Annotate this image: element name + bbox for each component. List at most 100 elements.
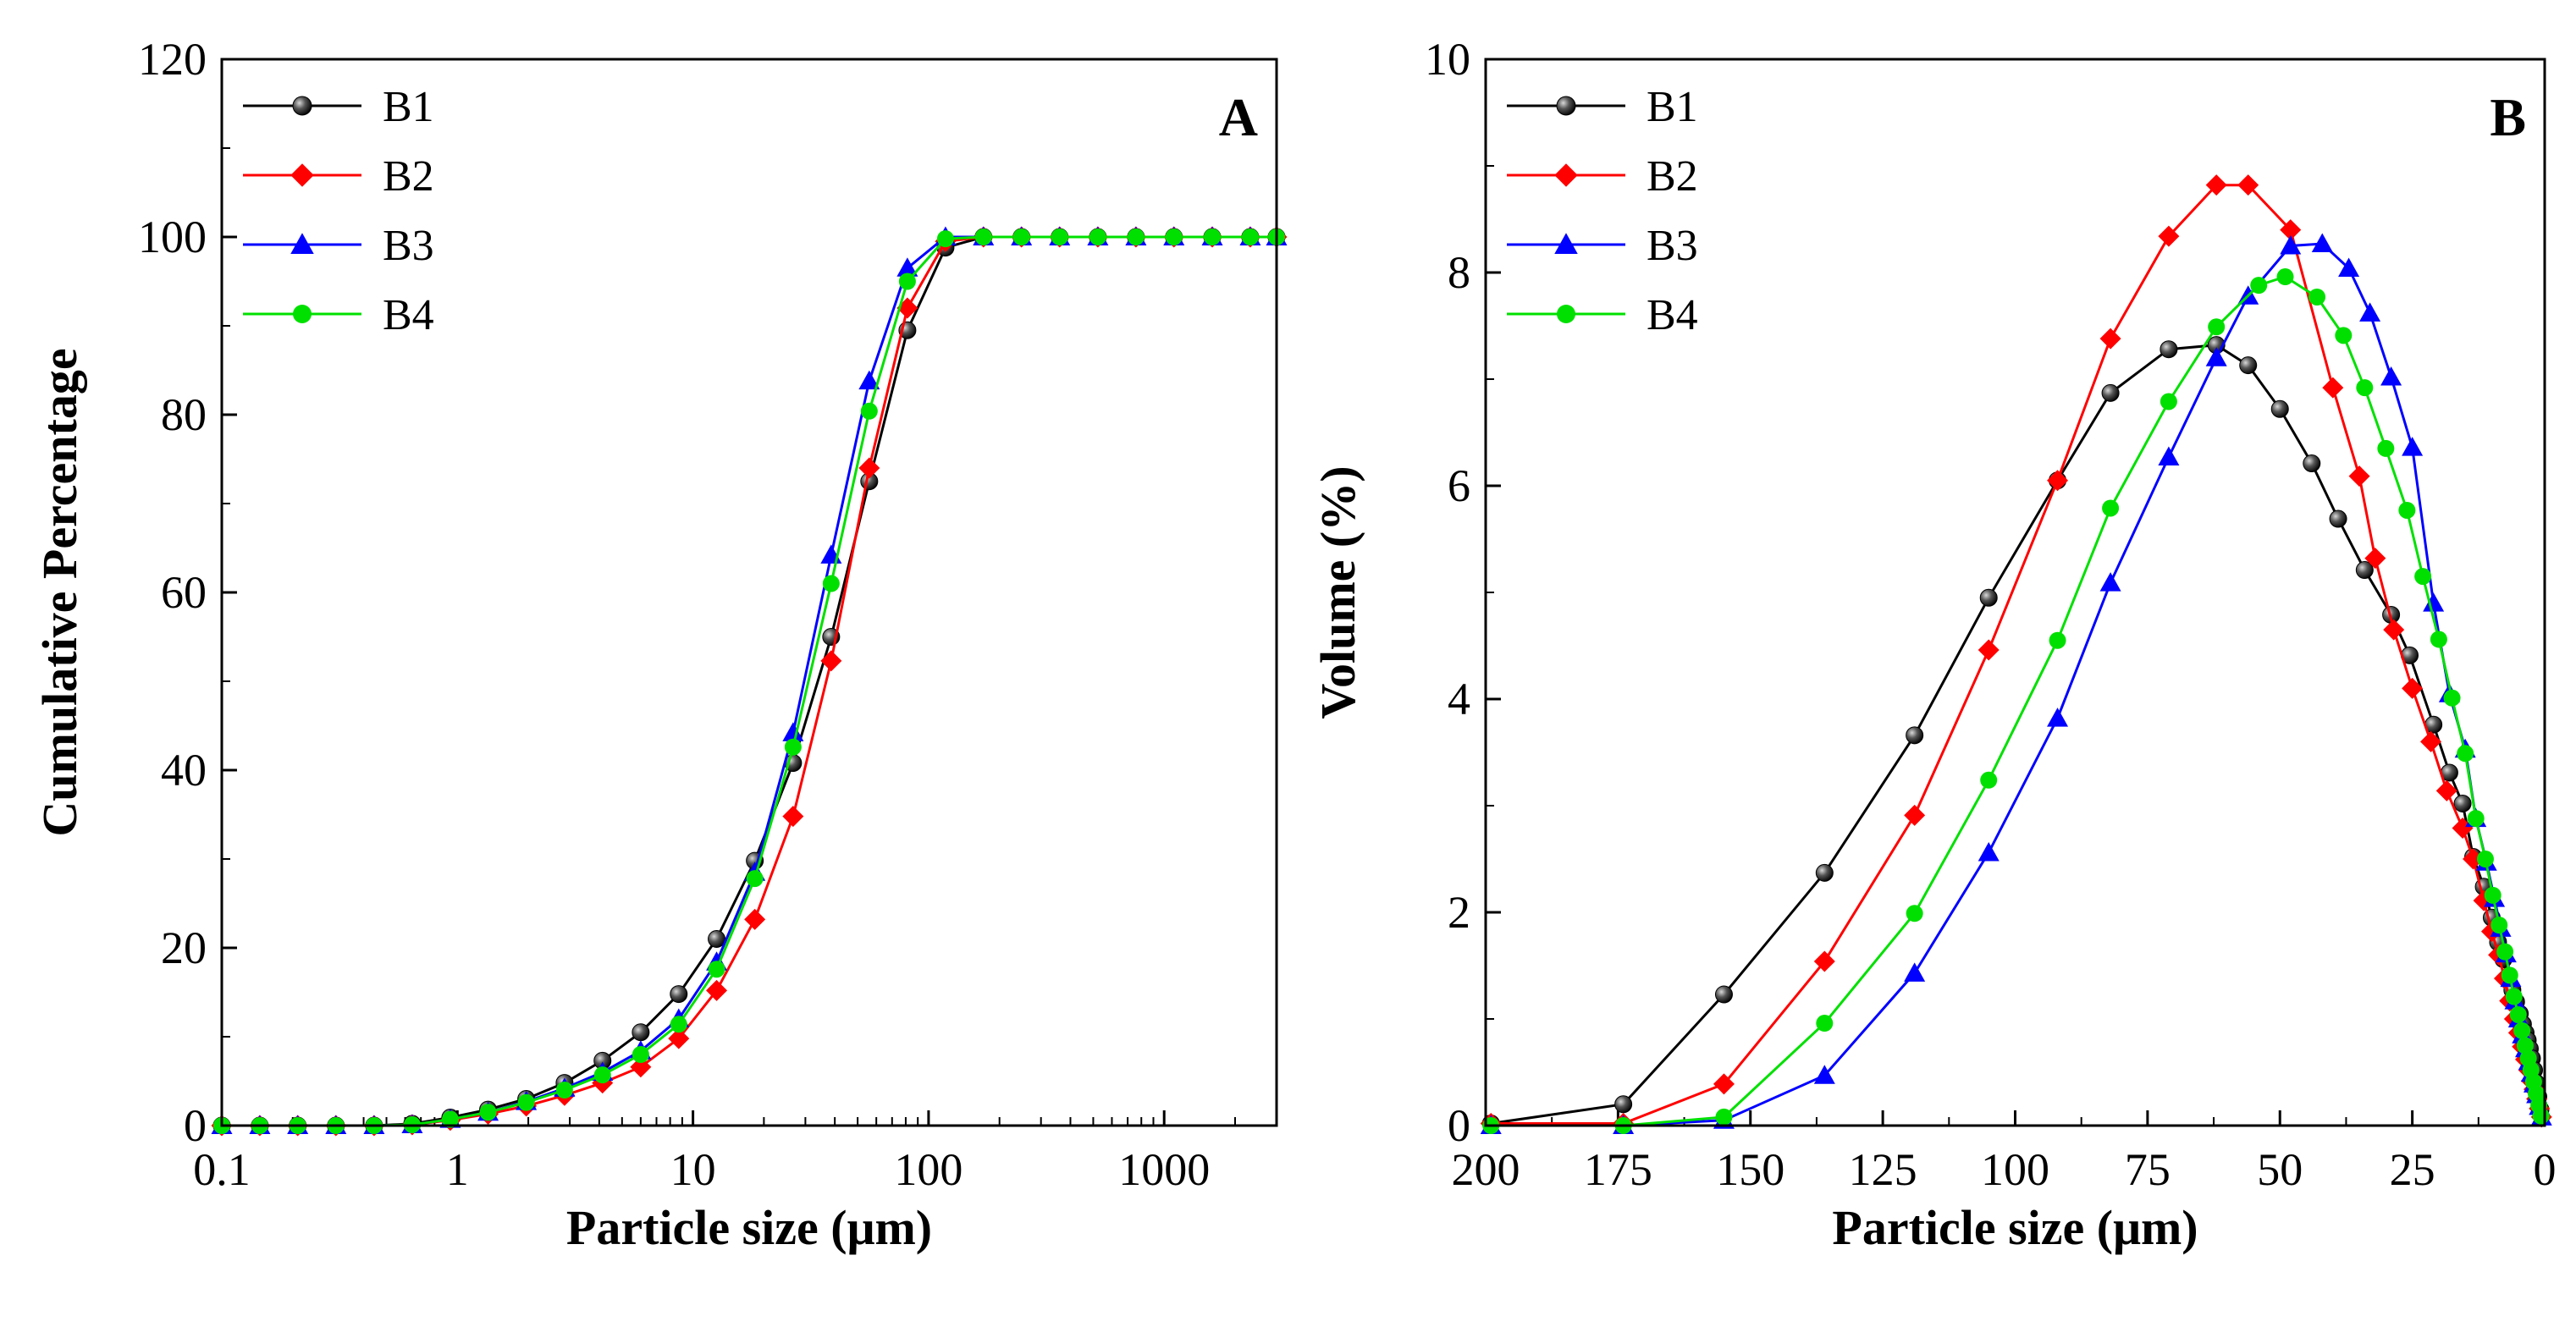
panel-a-series — [211, 226, 1288, 1137]
y-tick-label: 100 — [138, 212, 207, 262]
y-tick-label: 120 — [138, 34, 207, 85]
data-point-b3 — [858, 370, 880, 390]
data-point-b4 — [2049, 631, 2066, 649]
data-point-b4 — [898, 273, 916, 290]
data-point-b4 — [2398, 501, 2416, 519]
data-point-b4 — [2467, 810, 2485, 828]
data-point-b4 — [1715, 1108, 1733, 1126]
legend-marker — [1556, 96, 1576, 116]
data-point-b3 — [2047, 708, 2069, 727]
data-point-b4 — [2356, 379, 2374, 397]
data-point-b2 — [2237, 174, 2259, 196]
legend-label: B3 — [1647, 222, 1698, 270]
data-point-b1 — [1979, 588, 1998, 607]
data-point-b4 — [1127, 229, 1145, 245]
panel-b-y-axis-title: Volume (%) — [1310, 465, 1365, 719]
data-point-b4 — [1165, 229, 1183, 245]
data-point-b2 — [858, 457, 880, 479]
legend-marker — [1557, 305, 1575, 323]
data-point-b4 — [2208, 318, 2226, 336]
x-tick-label: 1000 — [1118, 1144, 1210, 1195]
series-b2 — [211, 226, 1288, 1137]
data-point-b3 — [2380, 366, 2402, 386]
data-point-b4 — [1012, 229, 1030, 245]
data-point-b4 — [2532, 1107, 2550, 1125]
data-point-b2 — [782, 806, 804, 828]
x-tick-label: 0.1 — [193, 1144, 251, 1195]
panel-b-chart: 200 175 150 125 100 75 50 25 0 0 2 4 6 8 10 B Particle… — [1310, 34, 2557, 1255]
panel-b-x-axis-title: Particle size (μm) — [1832, 1200, 2198, 1255]
data-point-b1 — [2303, 454, 2321, 473]
series-b3 — [211, 226, 1288, 1134]
x-tick-label: 150 — [1716, 1144, 1784, 1195]
data-point-b4 — [2250, 277, 2268, 295]
legend-label: B3 — [383, 222, 434, 270]
data-point-b3 — [2359, 302, 2381, 322]
data-point-b1 — [2270, 399, 2289, 418]
data-point-b2 — [2205, 174, 2227, 196]
data-point-b4 — [1906, 905, 1923, 922]
data-point-b2 — [1904, 804, 1926, 826]
x-tick-label: 175 — [1584, 1144, 1652, 1195]
series-line-b3 — [1491, 242, 2543, 1127]
y-tick-label: 4 — [1448, 674, 1470, 724]
panel-a-chart: 0.1 1 10 100 1000 0 20 40 60 80 100 120 A Particle … — [32, 34, 1288, 1255]
y-tick-label: 40 — [161, 745, 207, 796]
data-point-b4 — [746, 870, 764, 888]
legend-label: B1 — [1647, 83, 1698, 131]
data-point-b1 — [1714, 985, 1733, 1004]
data-point-b2 — [2364, 548, 2386, 570]
data-point-b4 — [2414, 568, 2432, 586]
panel-a-letter: A — [1219, 87, 1258, 147]
legend-marker — [290, 163, 314, 187]
panel-b-letter: B — [2490, 87, 2526, 147]
y-tick-label: 80 — [161, 389, 207, 440]
data-point-b3 — [2280, 235, 2302, 255]
data-point-b4 — [2276, 268, 2294, 286]
legend-item-b3: B3 — [1507, 222, 1698, 270]
data-point-b2 — [2402, 677, 2424, 699]
data-point-b2 — [2420, 730, 2442, 752]
panel-a-x-axis-title: Particle size (μm) — [566, 1200, 932, 1255]
data-point-b4 — [2491, 917, 2508, 934]
data-point-b4 — [2484, 886, 2502, 904]
y-tick-label: 10 — [1425, 34, 1470, 85]
legend-marker — [290, 233, 314, 254]
legend-label: B4 — [1647, 291, 1698, 339]
legend-item-b3: B3 — [243, 222, 434, 270]
data-point-b4 — [784, 738, 802, 756]
data-point-b4 — [632, 1046, 649, 1063]
data-point-b4 — [2513, 1021, 2531, 1039]
data-point-b4 — [2457, 745, 2474, 763]
legend-label: B4 — [383, 291, 434, 339]
data-point-b4 — [822, 575, 840, 592]
x-tick-label: 125 — [1849, 1144, 1917, 1195]
series-line-b4 — [1491, 275, 2543, 1127]
x-tick-label: 10 — [670, 1144, 716, 1195]
data-point-b4 — [2377, 439, 2395, 457]
data-point-b3 — [2402, 437, 2424, 456]
data-point-b4 — [1241, 229, 1259, 245]
legend-marker — [292, 96, 312, 116]
x-tick-label: 75 — [2125, 1144, 2171, 1195]
series-line-b3 — [222, 235, 1277, 1127]
data-point-b1 — [2453, 794, 2472, 812]
data-point-b4 — [1204, 229, 1222, 245]
panel-a-legend: B1 B2 B3 B4 — [243, 83, 434, 339]
legend-label: B2 — [1647, 152, 1698, 201]
y-tick-label: 2 — [1448, 887, 1470, 938]
data-point-b2 — [2322, 377, 2344, 399]
data-point-b2 — [706, 979, 728, 1001]
series-b4 — [1482, 268, 2550, 1134]
legend-item-b2: B2 — [1507, 152, 1698, 201]
panel-a-plot-frame — [220, 58, 1278, 1127]
data-point-b2 — [2158, 225, 2180, 247]
y-tick-label: 8 — [1448, 247, 1470, 298]
x-tick-label: 50 — [2257, 1144, 2303, 1195]
data-point-b4 — [1980, 771, 1998, 789]
data-point-b1 — [1815, 863, 1834, 882]
legend-item-b1: B1 — [243, 83, 434, 131]
data-point-b4 — [593, 1066, 611, 1084]
data-point-b4 — [1089, 229, 1106, 245]
